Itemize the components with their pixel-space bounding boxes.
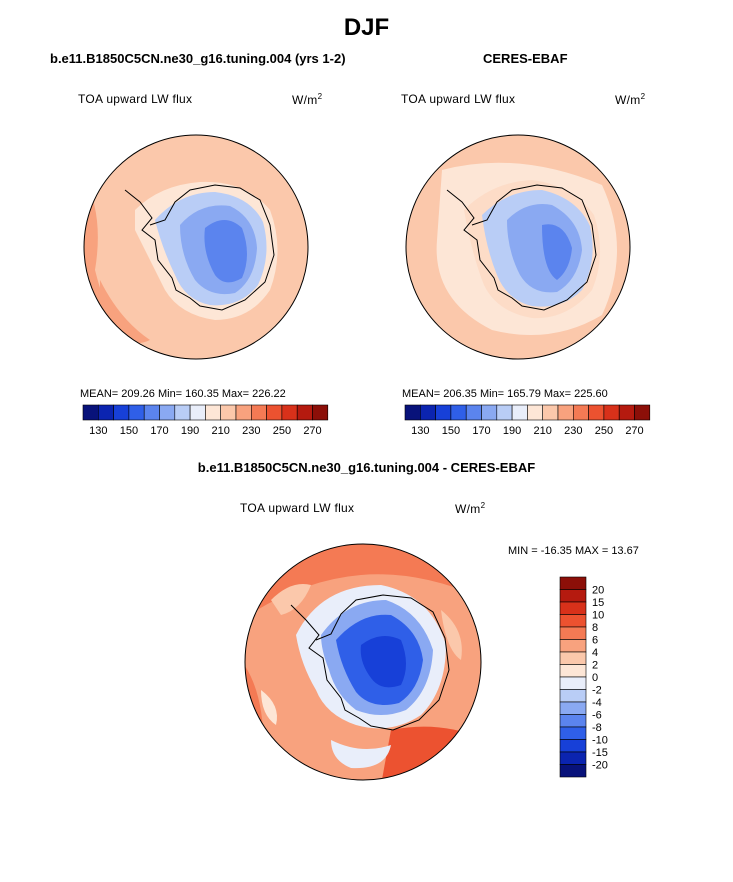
figure-title: DJF	[343, 14, 390, 41]
model-colorbar-swatch	[82, 404, 99, 421]
obs-colorbar-tick-label: 190	[503, 425, 521, 437]
diff-colorbar-tick-label: 2	[592, 660, 598, 672]
model-colorbar-tick-label: 270	[303, 425, 321, 437]
obs-colorbar-swatch	[465, 404, 482, 421]
diff-colorbar-tick-label: -20	[592, 760, 608, 772]
model-colorbar-swatch	[266, 404, 283, 421]
obs-colorbar-swatch	[618, 404, 635, 421]
model-colorbar-swatch	[128, 404, 145, 421]
panel-diff-units: W/m2	[455, 501, 486, 516]
model-colorbar-tick-label: 250	[273, 425, 291, 437]
panel-obs-stats: MEAN= 206.35 Min= 165.79 Max= 225.60	[402, 388, 608, 400]
panel-diff-map	[244, 543, 482, 781]
diff-colorbar-swatch	[559, 714, 587, 728]
panel-obs-title: CERES-EBAF	[483, 51, 568, 66]
panel-diff-stats: MIN = -16.35 MAX = 13.67	[508, 545, 639, 557]
panel-diff-title: b.e11.B1850C5CN.ne30_g16.tuning.004 - CE…	[197, 460, 536, 475]
obs-colorbar-tick-label: 130	[411, 425, 429, 437]
panel-model-map	[83, 134, 309, 360]
obs-colorbar-swatch	[496, 404, 513, 421]
diff-colorbar-swatch	[559, 651, 587, 665]
panel-model-variable: TOA upward LW flux	[78, 92, 193, 106]
model-colorbar-swatch	[97, 404, 114, 421]
diff-colorbar-swatch	[559, 701, 587, 715]
diff-colorbar-tick-label: 15	[592, 597, 604, 609]
model-colorbar-tick-label: 150	[120, 425, 138, 437]
model-colorbar-tick-label: 190	[181, 425, 199, 437]
obs-colorbar-swatch	[481, 404, 498, 421]
diff-colorbar-swatch	[559, 639, 587, 653]
diff-colorbar-tick-label: -10	[592, 735, 608, 747]
diff-colorbar-swatch	[559, 764, 587, 778]
diff-colorbar-swatch	[559, 614, 587, 628]
diff-colorbar-tick-label: -2	[592, 685, 602, 697]
obs-colorbar-swatch	[573, 404, 589, 421]
model-colorbar-swatch	[143, 404, 160, 421]
obs-colorbar-swatch	[588, 404, 605, 421]
panel-model-stats: MEAN= 209.26 Min= 160.35 Max= 226.22	[80, 388, 286, 400]
model-colorbar-tick-label: 130	[89, 425, 107, 437]
diff-colorbar-swatch	[559, 589, 587, 603]
diff-colorbar-swatch	[559, 576, 587, 590]
obs-colorbar-swatch	[511, 404, 528, 421]
model-colorbar-swatch	[296, 404, 313, 421]
diff-colorbar-swatch	[559, 626, 587, 640]
obs-colorbar-swatch	[542, 404, 559, 421]
model-colorbar-swatch	[113, 404, 130, 421]
model-colorbar-tick-label: 230	[242, 425, 260, 437]
diff-colorbar-tick-label: -8	[592, 722, 602, 734]
diff-colorbar-swatch	[559, 689, 587, 703]
obs-colorbar-tick-label: 210	[534, 425, 552, 437]
obs-colorbar-swatch	[603, 404, 620, 421]
diff-colorbar-tick-label: 8	[592, 622, 598, 634]
obs-colorbar-tick-label: 250	[595, 425, 613, 437]
model-colorbar-swatch	[189, 404, 206, 421]
obs-colorbar-swatch	[634, 404, 651, 421]
model-colorbar-swatch	[251, 404, 267, 421]
obs-colorbar-tick-label: 270	[625, 425, 643, 437]
diff-colorbar-tick-label: 6	[592, 635, 598, 647]
obs-colorbar-swatch	[419, 404, 436, 421]
model-colorbar-tick-label: 170	[150, 425, 168, 437]
diff-colorbar-tick-label: 0	[592, 672, 598, 684]
diff-colorbar-swatch	[559, 664, 587, 678]
diff-colorbar-swatch	[559, 601, 587, 615]
obs-colorbar-swatch	[404, 404, 421, 421]
diff-colorbar-tick-label: 10	[592, 610, 604, 622]
diff-colorbar-swatch	[559, 739, 587, 753]
panel-model-colorbar: 130 150 170 190 210 230 250 270	[82, 404, 329, 437]
diff-colorbar-tick-label: 4	[592, 647, 598, 659]
obs-colorbar-swatch	[435, 404, 452, 421]
model-colorbar-swatch	[281, 404, 298, 421]
model-colorbar-swatch	[220, 404, 237, 421]
diff-colorbar-tick-label: -15	[592, 747, 608, 759]
obs-colorbar-swatch	[557, 404, 574, 421]
diff-colorbar-tick-label: -6	[592, 710, 602, 722]
diff-colorbar-swatch	[559, 726, 587, 740]
diff-colorbar-tick-label: 20	[592, 585, 604, 597]
model-colorbar-swatch	[174, 404, 191, 421]
panel-obs-variable: TOA upward LW flux	[401, 92, 516, 106]
diff-colorbar-tick-label: -4	[592, 697, 602, 709]
panel-diff-variable: TOA upward LW flux	[240, 501, 355, 515]
diff-colorbar-swatch	[559, 751, 587, 765]
obs-colorbar-swatch	[527, 404, 544, 421]
obs-colorbar-swatch	[450, 404, 467, 421]
model-colorbar-swatch	[205, 404, 222, 421]
panel-obs-map	[405, 134, 631, 360]
obs-colorbar-tick-label: 170	[472, 425, 490, 437]
obs-colorbar-tick-label: 150	[442, 425, 460, 437]
model-colorbar-swatch	[235, 404, 252, 421]
panel-model-title: b.e11.B1850C5CN.ne30_g16.tuning.004 (yrs…	[50, 51, 346, 66]
panel-model-units: W/m2	[292, 92, 323, 107]
model-colorbar-swatch	[159, 404, 176, 421]
panel-obs-colorbar: 130 150 170 190 210 230 250 270	[404, 404, 651, 437]
model-colorbar-swatch	[312, 404, 329, 421]
model-colorbar-tick-label: 210	[212, 425, 230, 437]
obs-colorbar-tick-label: 230	[564, 425, 582, 437]
diff-colorbar-swatch	[559, 676, 587, 690]
panel-obs-units: W/m2	[615, 92, 646, 107]
